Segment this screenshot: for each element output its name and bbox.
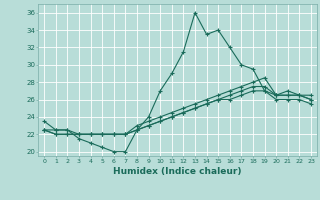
X-axis label: Humidex (Indice chaleur): Humidex (Indice chaleur) <box>113 167 242 176</box>
